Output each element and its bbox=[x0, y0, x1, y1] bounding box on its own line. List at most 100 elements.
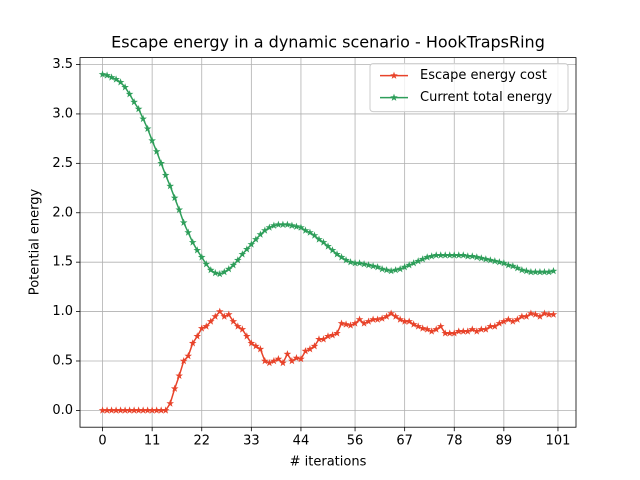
point-marker bbox=[170, 193, 179, 202]
point-marker bbox=[531, 268, 540, 276]
point-marker bbox=[509, 317, 517, 325]
point-marker bbox=[360, 319, 368, 327]
point-marker bbox=[261, 356, 269, 365]
point-marker bbox=[500, 317, 508, 325]
point-marker bbox=[112, 406, 120, 414]
point-marker bbox=[500, 259, 508, 267]
point-marker bbox=[270, 356, 278, 365]
point-marker bbox=[197, 324, 206, 332]
point-marker bbox=[360, 260, 368, 268]
point-marker bbox=[179, 218, 188, 226]
point-marker bbox=[279, 220, 287, 228]
point-marker bbox=[436, 251, 445, 259]
point-marker bbox=[202, 322, 211, 330]
point-marker bbox=[252, 235, 260, 243]
point-marker bbox=[486, 256, 495, 264]
point-marker bbox=[333, 250, 341, 258]
point-marker bbox=[504, 315, 513, 323]
point-marker bbox=[378, 314, 386, 322]
point-marker bbox=[220, 312, 229, 320]
point-marker bbox=[202, 260, 211, 268]
point-marker bbox=[346, 321, 355, 329]
point-marker bbox=[288, 356, 296, 365]
point-marker bbox=[270, 221, 278, 229]
point-marker bbox=[139, 406, 147, 414]
x-tick-label: 78 bbox=[446, 434, 463, 449]
point-marker bbox=[355, 315, 364, 323]
point-marker bbox=[414, 322, 422, 330]
point-marker bbox=[328, 246, 337, 254]
y-tick-label: 1.0 bbox=[52, 304, 73, 319]
point-marker bbox=[170, 384, 179, 392]
point-marker bbox=[301, 347, 310, 355]
point-marker bbox=[400, 263, 409, 271]
point-marker bbox=[427, 327, 436, 335]
point-marker bbox=[482, 255, 490, 263]
point-marker bbox=[454, 327, 463, 335]
point-marker bbox=[369, 262, 377, 270]
point-marker bbox=[414, 257, 422, 265]
point-marker bbox=[459, 327, 468, 335]
point-marker bbox=[427, 252, 436, 260]
point-marker bbox=[387, 267, 395, 275]
point-marker bbox=[152, 147, 161, 155]
point-marker bbox=[220, 268, 229, 276]
point-marker bbox=[283, 220, 292, 228]
point-marker bbox=[513, 264, 522, 272]
point-marker bbox=[103, 71, 111, 79]
point-marker bbox=[473, 253, 481, 261]
point-marker bbox=[234, 322, 242, 330]
point-marker bbox=[391, 266, 400, 274]
point-marker bbox=[324, 332, 332, 340]
point-marker bbox=[432, 251, 441, 259]
point-marker bbox=[463, 327, 472, 335]
point-marker bbox=[531, 310, 540, 318]
point-marker bbox=[409, 259, 418, 267]
point-marker bbox=[256, 230, 265, 238]
point-marker bbox=[405, 261, 413, 269]
point-marker bbox=[518, 312, 526, 320]
point-marker bbox=[509, 262, 517, 270]
point-marker bbox=[279, 358, 287, 367]
plot-frame bbox=[79, 57, 577, 428]
x-tick-label: 101 bbox=[546, 434, 571, 449]
point-marker bbox=[396, 315, 404, 323]
point-marker bbox=[373, 315, 382, 323]
point-marker bbox=[333, 329, 341, 337]
point-marker bbox=[125, 406, 134, 414]
point-marker bbox=[337, 319, 346, 327]
legend-label: Escape energy cost bbox=[420, 68, 547, 83]
point-marker bbox=[301, 226, 310, 234]
point-marker bbox=[504, 261, 513, 269]
point-marker bbox=[229, 317, 238, 325]
point-marker bbox=[143, 124, 152, 132]
point-marker bbox=[418, 255, 427, 263]
point-marker bbox=[351, 319, 359, 327]
point-marker bbox=[225, 265, 233, 273]
point-marker bbox=[382, 266, 391, 274]
point-marker bbox=[157, 159, 165, 167]
point-marker bbox=[188, 339, 197, 347]
point-marker bbox=[486, 322, 495, 330]
point-marker bbox=[112, 75, 120, 83]
point-marker bbox=[130, 98, 138, 106]
point-marker bbox=[121, 406, 129, 414]
point-marker bbox=[310, 342, 319, 350]
point-marker bbox=[441, 329, 450, 337]
point-marker bbox=[477, 325, 486, 333]
point-marker bbox=[98, 406, 107, 414]
point-marker bbox=[211, 269, 220, 277]
point-marker bbox=[522, 312, 531, 320]
point-marker bbox=[116, 406, 125, 414]
point-marker bbox=[445, 329, 454, 337]
point-marker bbox=[418, 324, 427, 332]
legend-label: Current total energy bbox=[420, 90, 552, 105]
x-tick-label: 0 bbox=[98, 434, 106, 449]
point-marker bbox=[473, 327, 481, 335]
chart-title: Escape energy in a dynamic scenario - Ho… bbox=[111, 33, 545, 52]
x-tick-label: 56 bbox=[347, 434, 364, 449]
point-marker bbox=[175, 205, 183, 214]
point-marker bbox=[549, 310, 558, 318]
point-marker bbox=[545, 268, 553, 276]
